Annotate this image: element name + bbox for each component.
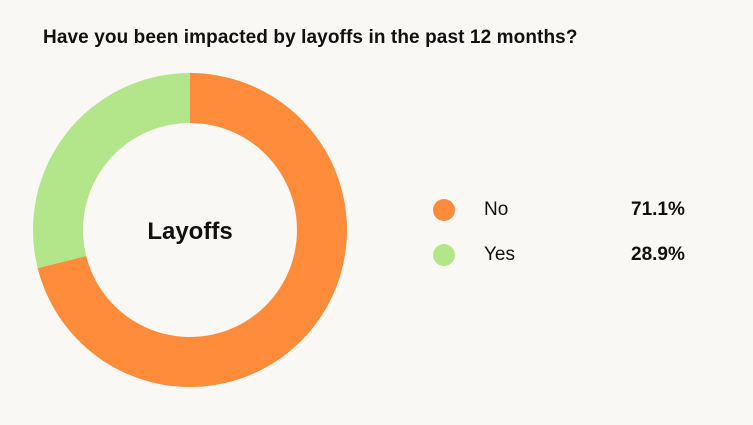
legend-swatch-yes <box>433 244 455 266</box>
legend-item-yes: Yes 28.9% <box>433 241 713 271</box>
legend-label-no: No <box>484 199 509 220</box>
donut-chart: Layoffs <box>32 73 348 387</box>
donut-slice-yes <box>32 73 190 269</box>
legend-label-yes: Yes <box>484 244 515 265</box>
legend-value-yes: 28.9% <box>631 244 685 265</box>
donut-center-label: Layoffs <box>147 218 232 245</box>
legend-item-no: No 71.1% <box>433 196 713 226</box>
donut-slice-no <box>37 73 348 387</box>
legend-swatch-no <box>433 199 455 221</box>
chart-title: Have you been impacted by layoffs in the… <box>43 27 578 48</box>
legend-value-no: 71.1% <box>631 199 685 220</box>
chart-legend: No 71.1% Yes 28.9% <box>433 196 713 286</box>
